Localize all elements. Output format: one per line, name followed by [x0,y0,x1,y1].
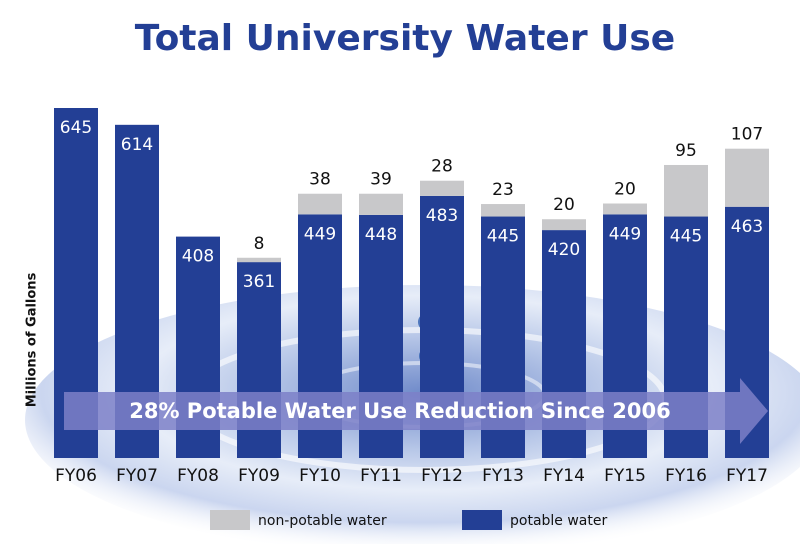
legend-swatch [462,510,502,530]
bar-segment [298,193,342,215]
x-tick-label: FY06 [55,466,97,486]
annotation: 28% Potable Water Use Reduction Since 20… [129,399,671,423]
x-tick-label: FY11 [360,466,402,486]
bar-segment [603,203,647,215]
x-tick-label: FY15 [604,466,646,486]
value-label: 449 [304,224,336,244]
value-label: 445 [487,227,519,247]
value-label: 28 [431,157,453,177]
bar-segment [359,193,403,215]
bar-segment [481,204,525,217]
value-label: 95 [675,141,697,161]
value-label: 463 [731,217,763,237]
bar-segment [237,257,281,263]
legend-label: potable water [510,513,607,529]
x-tick-label: FY09 [238,466,280,486]
legend: non-potable water potable water [210,510,607,530]
x-tick-label: FY13 [482,466,524,486]
value-label: 23 [492,180,514,200]
value-label: 20 [614,180,636,200]
value-label: 38 [309,170,331,190]
x-tick-label: FY08 [177,466,219,486]
x-tick-label: FY12 [421,466,463,486]
legend-label: non-potable water [258,513,387,529]
x-tick-label: FY07 [116,466,158,486]
value-label: 445 [670,227,702,247]
x-tick-label: FY10 [299,466,341,486]
legend-swatch [210,510,250,530]
bar-segment [664,164,708,217]
x-tick-label: FY17 [726,466,768,486]
value-label: 420 [548,240,580,260]
value-label: 614 [121,135,153,155]
y-axis-label: Millions of Gallons [25,272,40,407]
value-label: 20 [553,195,575,215]
value-label: 408 [182,247,214,267]
value-label: 8 [254,234,265,254]
value-label: 449 [609,224,641,244]
value-label: 645 [60,118,92,138]
annotation-arrow: 28% Potable Water Use Reduction Since 20… [64,378,768,444]
value-label: 361 [243,272,275,292]
value-label: 448 [365,225,397,245]
x-tick-label: FY16 [665,466,707,486]
value-label: 39 [370,170,392,190]
bar-segment [420,180,464,196]
x-tick-label: FY14 [543,466,585,486]
bar-segment [542,219,586,231]
chart-title: Total University Water Use [135,18,675,59]
value-label: 483 [426,206,458,226]
value-label: 107 [731,125,763,145]
bar-segment [725,148,769,207]
